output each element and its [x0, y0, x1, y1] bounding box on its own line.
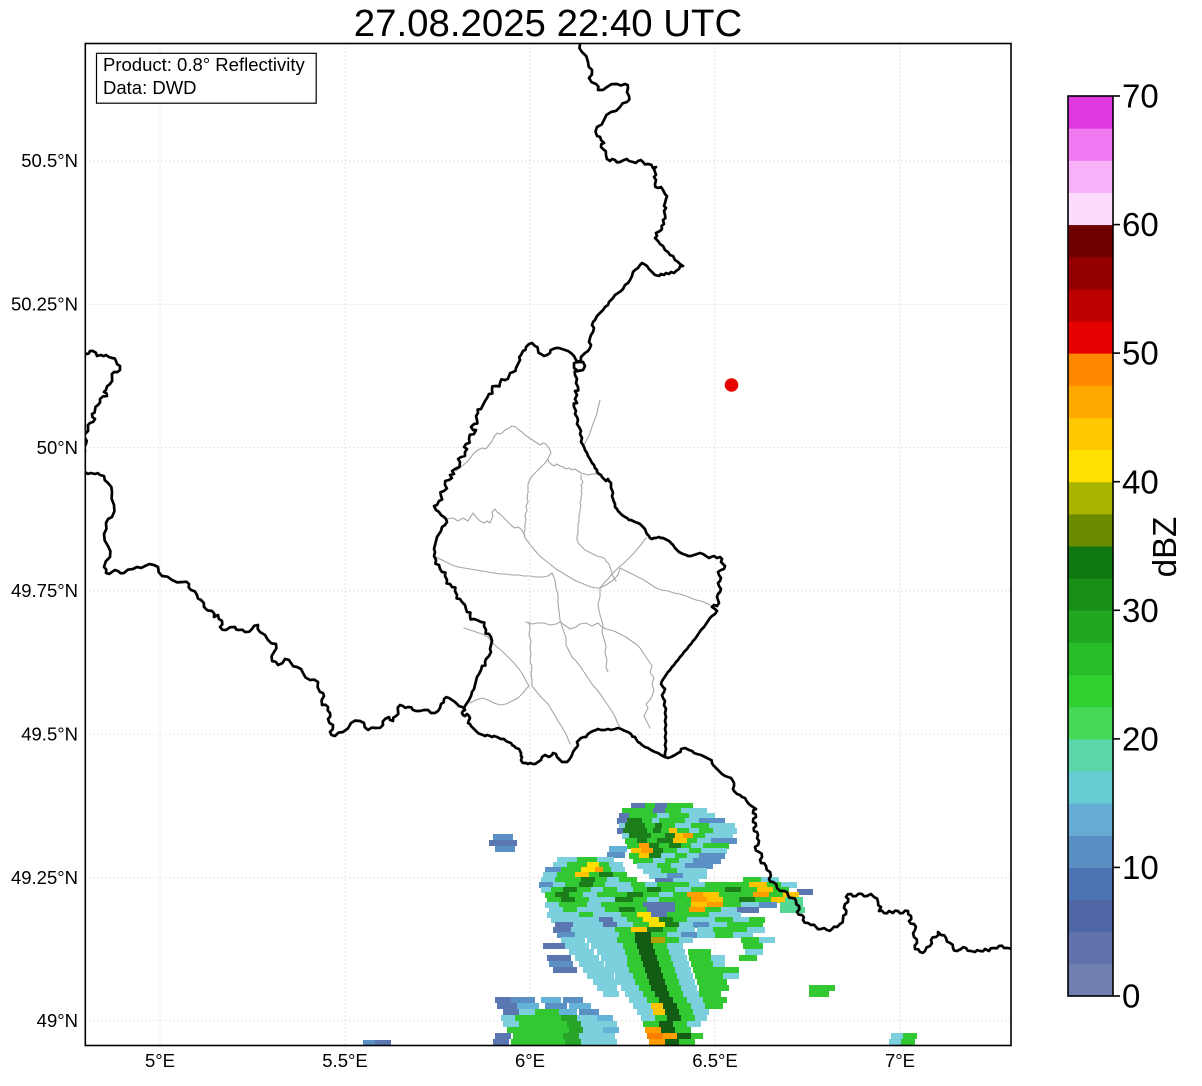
svg-text:6.5°E: 6.5°E: [692, 1050, 737, 1071]
svg-text:10: 10: [1122, 849, 1159, 886]
svg-text:50: 50: [1122, 335, 1159, 372]
svg-text:0: 0: [1122, 978, 1140, 1015]
svg-text:49.75°N: 49.75°N: [11, 580, 78, 601]
svg-text:20: 20: [1122, 721, 1159, 758]
svg-text:27.08.2025 22:40 UTC: 27.08.2025 22:40 UTC: [354, 2, 742, 45]
svg-text:dBZ: dBZ: [1146, 517, 1183, 578]
svg-text:5°E: 5°E: [145, 1050, 175, 1071]
svg-text:49.5°N: 49.5°N: [21, 723, 78, 744]
svg-text:5.5°E: 5.5°E: [322, 1050, 367, 1071]
svg-text:60: 60: [1122, 206, 1159, 243]
svg-text:50.25°N: 50.25°N: [11, 294, 78, 315]
svg-text:Product: 0.8° Reflectivity: Product: 0.8° Reflectivity: [103, 54, 305, 75]
svg-text:6°E: 6°E: [515, 1050, 545, 1071]
svg-text:40: 40: [1122, 463, 1159, 500]
svg-text:Data: DWD: Data: DWD: [103, 77, 197, 98]
svg-text:50°N: 50°N: [37, 437, 78, 458]
svg-text:50.5°N: 50.5°N: [21, 150, 78, 171]
svg-text:49.25°N: 49.25°N: [11, 867, 78, 888]
svg-text:70: 70: [1122, 78, 1159, 115]
svg-text:7°E: 7°E: [885, 1050, 915, 1071]
svg-text:49°N: 49°N: [37, 1010, 78, 1031]
svg-text:30: 30: [1122, 592, 1159, 629]
